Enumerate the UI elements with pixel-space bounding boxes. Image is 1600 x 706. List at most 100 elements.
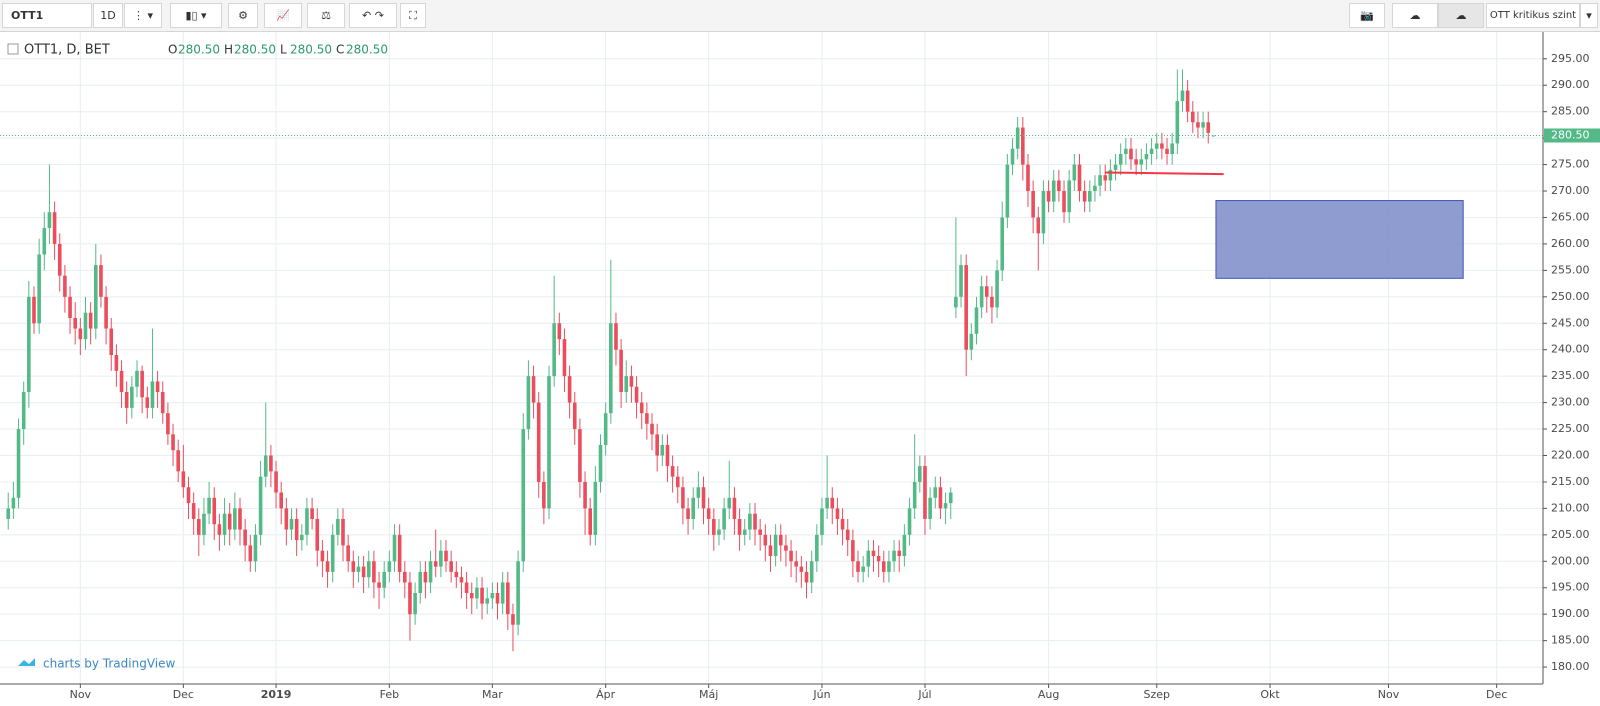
y-tick-label: 220.00 [1551, 449, 1590, 462]
candle-body [320, 550, 325, 562]
candle-body [130, 386, 134, 408]
candle-body [547, 376, 551, 509]
candle-body [469, 593, 474, 599]
candle-body [11, 497, 16, 509]
candle-body [1046, 191, 1051, 202]
candle-body [341, 518, 345, 546]
y-tick-label: 245.00 [1551, 316, 1590, 329]
symbol-input[interactable]: OTT1 [2, 3, 92, 28]
candle-body [567, 376, 572, 403]
candle-body [840, 518, 845, 530]
candle-body [135, 370, 139, 387]
candle-body [366, 561, 371, 578]
ohlc-key: H [224, 43, 233, 57]
collapse-icon[interactable] [7, 43, 19, 55]
y-tick-label: 285.00 [1551, 105, 1590, 118]
candle-body [1051, 180, 1056, 202]
candle-body [665, 444, 670, 467]
candle-body [459, 577, 464, 583]
candle-body [969, 333, 974, 350]
chart-style[interactable]: ▮▯ ▾ [170, 3, 222, 28]
candle-body [531, 376, 536, 403]
candle-body [578, 429, 582, 482]
candle-body [403, 571, 407, 583]
candle-body [1098, 175, 1102, 186]
interval[interactable]: 1D [93, 3, 123, 28]
candle-body [289, 518, 294, 530]
candle-body [1154, 143, 1159, 149]
candle-body [78, 328, 83, 340]
candle-body [300, 534, 304, 541]
x-tick-label: Okt [1260, 688, 1280, 701]
undo-redo[interactable]: ↶ ↷ [349, 3, 397, 28]
candle-body [57, 243, 62, 276]
candle-body [1026, 164, 1030, 192]
candle-body [1113, 164, 1118, 170]
candle-body [660, 444, 665, 456]
candle-body [37, 254, 41, 324]
candle-body [274, 471, 278, 493]
fullscreen[interactable]: ⛶ [400, 3, 426, 28]
candle-body [881, 561, 886, 572]
candle-body [1072, 164, 1077, 181]
candle-body [670, 466, 675, 477]
snapshot[interactable]: 📷 [1349, 3, 1385, 28]
candle-body [809, 561, 814, 583]
y-tick-label: 265.00 [1551, 210, 1590, 223]
candle-body [1041, 191, 1046, 234]
candle-body [207, 497, 211, 514]
y-tick-label: 295.00 [1551, 52, 1590, 65]
layout-menu[interactable]: ▾ [1580, 3, 1598, 28]
candle-body [768, 545, 773, 556]
x-tick-label: Feb [380, 688, 399, 701]
candle-body [372, 561, 376, 583]
layout-name[interactable]: OTT kritikus szint [1486, 3, 1580, 28]
candle-body [758, 529, 762, 535]
interval-menu[interactable]: ⋮ ▾ [124, 3, 162, 28]
candle-body [933, 487, 938, 498]
candle-body [1015, 127, 1020, 149]
candle-body [387, 561, 392, 572]
candle-body [614, 323, 618, 350]
x-tick-label: Jún [812, 688, 830, 701]
candle-body [1201, 122, 1205, 128]
candle-body [1180, 90, 1185, 102]
candle-body [619, 349, 623, 393]
load-layout[interactable]: ☁ [1392, 3, 1438, 28]
candle-body [773, 534, 778, 556]
candle-body [1160, 143, 1164, 149]
candle-body [706, 508, 711, 519]
candle-body [856, 561, 860, 572]
candle-body [1185, 90, 1190, 112]
candle-body [845, 529, 850, 541]
candle-body [181, 471, 186, 488]
save-layout[interactable]: ☁ [1438, 3, 1484, 28]
ohlc-value: 280.50 [178, 43, 220, 57]
candle-body [1129, 148, 1133, 160]
settings[interactable]: ⚙ [228, 3, 258, 28]
candle-body [789, 550, 793, 562]
candle-body [305, 508, 309, 535]
candle-body [629, 376, 634, 387]
ohlc-key: O [168, 43, 177, 57]
compare[interactable]: ⚖ [307, 3, 345, 28]
y-tick-label: 180.00 [1551, 660, 1590, 673]
indicators[interactable]: 📈 [264, 3, 302, 28]
chart-bg [0, 32, 1600, 706]
candle-body [243, 529, 247, 546]
candle-body [171, 434, 175, 451]
y-tick-label: 260.00 [1551, 237, 1590, 250]
candle-body [506, 582, 510, 615]
toolbar: OTT1 1D ⋮ ▾ ▮▯ ▾ ⚙ 📈 ⚖ ↶ ↷ ⛶ 📷 ☁ ☁ OTT k… [0, 0, 1600, 32]
candle-body [500, 582, 505, 604]
y-tick-label: 225.00 [1551, 422, 1590, 435]
candle-body [938, 487, 943, 509]
candle-body [542, 481, 546, 509]
candle-body [634, 386, 639, 403]
candle-body [52, 212, 57, 244]
candle-body [748, 513, 752, 530]
candle-body [511, 614, 515, 625]
y-tick-label: 290.00 [1551, 78, 1590, 91]
candle-body [6, 508, 11, 519]
candle-body [887, 561, 891, 572]
